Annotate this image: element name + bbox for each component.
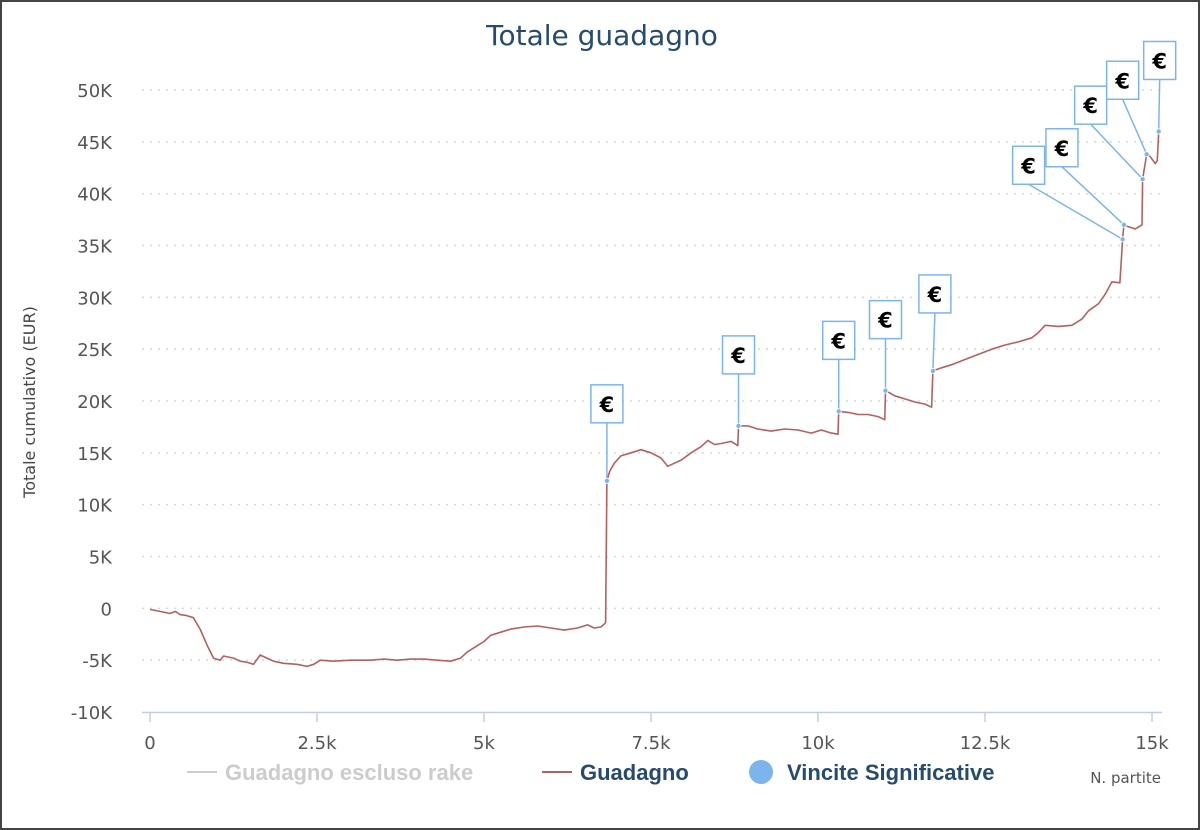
axis-layer: 50K 45K 40K 35K 30K 25K 20K 15K 10K 5K 0 -5K -10K 0 2.… [71, 81, 1169, 754]
flag-connector [1090, 123, 1144, 180]
win-flag-box[interactable] [918, 274, 952, 314]
euro-icon: € [1114, 69, 1130, 93]
flag-connector [1028, 183, 1123, 240]
y-tick-label: 50K [77, 81, 113, 102]
significant-win-marker[interactable] [1155, 128, 1162, 135]
win-flag-box[interactable] [1073, 85, 1108, 125]
win-flag-box[interactable] [1105, 60, 1140, 101]
significant-win-marker[interactable] [1120, 221, 1127, 228]
chart-title: Totale guadagno [485, 19, 718, 52]
legend-marker-symbol [749, 760, 773, 784]
x-tick-label: 12.5k [960, 733, 1011, 754]
y-tick-label: 45K [77, 133, 113, 154]
legend-label[interactable]: Guadagno escluso rake [225, 760, 473, 785]
euro-icon: € [830, 329, 846, 353]
legend-label[interactable]: Guadagno [580, 760, 689, 785]
win-flag-box[interactable] [868, 299, 903, 340]
flag-connector [932, 312, 936, 371]
win-flag-box[interactable] [1011, 145, 1046, 186]
significant-win-marker[interactable] [1143, 151, 1150, 158]
y-tick-label: 0 [101, 599, 112, 620]
legend-item-vincite-significative[interactable]: Vincite Significative [749, 760, 994, 785]
y-tick-label: 10K [77, 496, 113, 517]
significant-win-marker[interactable] [882, 387, 889, 394]
euro-icon: € [1020, 154, 1036, 178]
flag-connector [1121, 98, 1148, 155]
legend-item-guadagno-escluso-rake[interactable]: Guadagno escluso rake [187, 760, 473, 785]
x-tick-label: 5k [473, 733, 495, 754]
y-tick-label: 25K [77, 340, 113, 361]
grid-layer [142, 89, 1162, 661]
flag-connector [1061, 166, 1125, 226]
flag-layer: € € € € € € € € € € [590, 40, 1177, 484]
y-axis-label: Totale cumulativo (EUR) [20, 306, 39, 499]
significant-win-marker[interactable] [603, 477, 610, 484]
euro-icon: € [877, 309, 893, 333]
x-tick-label: 7.5k [631, 733, 671, 754]
y-tick-label: 20K [77, 392, 113, 413]
y-tick-label: -5K [82, 651, 113, 672]
win-flag-box[interactable] [1045, 128, 1079, 168]
legend-label[interactable]: Vincite Significative [787, 760, 994, 785]
euro-icon: € [1151, 49, 1167, 73]
significant-win-marker[interactable] [1119, 236, 1126, 243]
y-tick-label: 35K [77, 237, 113, 258]
euro-icon: € [730, 344, 746, 368]
y-tick-label: 30K [77, 288, 113, 309]
x-tick-label: 10k [801, 733, 835, 754]
euro-icon: € [599, 393, 615, 417]
legend-item-guadagno[interactable]: Guadagno [542, 760, 689, 785]
euro-icon: € [927, 283, 943, 307]
win-flag-box[interactable] [1142, 40, 1177, 81]
flag-connector [1157, 79, 1161, 132]
legend: Guadagno escluso rake Guadagno Vincite Sig… [187, 760, 994, 785]
series-layer [149, 130, 1160, 668]
series-line-guadagno [149, 130, 1160, 668]
win-flag-box[interactable] [590, 384, 624, 424]
significant-win-marker[interactable] [1139, 176, 1146, 183]
win-flag-box[interactable] [821, 320, 856, 361]
x-tick-label: 0 [144, 733, 155, 754]
y-tick-label: 15K [77, 444, 113, 465]
significant-win-marker[interactable] [929, 367, 936, 374]
y-tick-label: -10K [71, 703, 113, 724]
y-tick-label: 40K [77, 185, 113, 206]
euro-icon: € [1082, 94, 1098, 118]
x-tick-label: 15k [1135, 733, 1169, 754]
y-tick-label: 5K [89, 548, 113, 569]
significant-win-marker[interactable] [735, 422, 742, 429]
significant-win-marker[interactable] [835, 408, 842, 415]
x-axis-label: N. partite [1090, 769, 1161, 787]
x-tick-label: 2.5k [297, 733, 337, 754]
win-flag-box[interactable] [721, 335, 756, 375]
euro-icon: € [1054, 137, 1070, 161]
